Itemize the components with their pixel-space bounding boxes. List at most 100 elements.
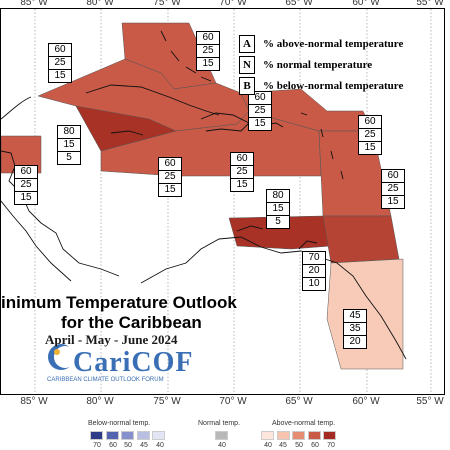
above-prob: 60 bbox=[231, 153, 253, 166]
lon-label: 85° W bbox=[20, 0, 48, 8]
lon-label: 60° W bbox=[352, 0, 380, 8]
above-prob: 60 bbox=[159, 158, 181, 171]
probability-key: A % above-normal temperature N % normal … bbox=[239, 33, 403, 96]
above-prob: 80 bbox=[58, 126, 80, 139]
above-normal-swatch bbox=[307, 431, 321, 440]
prob-box-abc-islands: 80 15 5 bbox=[266, 189, 290, 229]
normal-prob: 15 bbox=[58, 139, 80, 152]
above-prob: 60 bbox=[49, 44, 71, 57]
below-prob: 20 bbox=[349, 336, 361, 347]
normal-prob: 25 bbox=[15, 179, 37, 192]
key-row-normal: N % normal temperature bbox=[239, 54, 403, 75]
lon-label: 85° W bbox=[20, 396, 48, 407]
forecast-period: April - May - June 2024 bbox=[45, 332, 178, 347]
below-normal-swatch bbox=[121, 431, 135, 440]
normal-prob: 25 bbox=[231, 166, 253, 179]
prob-box-guianas: 45 35 20 bbox=[343, 309, 367, 349]
longitude-labels-bottom: 85° W 80° W 75° W 70° W 65° W 60° W 55° … bbox=[0, 396, 450, 407]
normal-prob: 25 bbox=[159, 171, 181, 184]
above-normal-swatch bbox=[276, 431, 290, 440]
below-normal-swatch bbox=[136, 431, 150, 440]
below-normal-swatch bbox=[105, 431, 119, 440]
longitude-labels-top: 85° W 80° W 75° W 70° W 65° W 60° W 55° … bbox=[0, 0, 450, 8]
below-prob: 5 bbox=[275, 216, 281, 227]
below-prob: 15 bbox=[202, 58, 214, 69]
caricof-logo: CariCOF CARIBBEAN CLIMATE OUTLOOK FORUM bbox=[47, 347, 194, 384]
below-prob: 15 bbox=[387, 196, 399, 207]
lon-label: 75° W bbox=[153, 0, 181, 8]
lon-label: 75° W bbox=[153, 396, 181, 407]
below-prob: 5 bbox=[66, 152, 72, 163]
logo-tagline: CARIBBEAN CLIMATE OUTLOOK FORUM bbox=[47, 377, 164, 383]
below-prob: 15 bbox=[236, 179, 248, 190]
cb-tick: 45 bbox=[279, 442, 287, 449]
above-prob: 60 bbox=[359, 116, 381, 129]
cb-tick: 50 bbox=[124, 442, 132, 449]
normal-prob: 15 bbox=[267, 203, 289, 216]
lon-label: 65° W bbox=[285, 396, 313, 407]
normal-prob: 25 bbox=[382, 183, 404, 196]
key-letter: A bbox=[239, 34, 255, 53]
prob-box-trinidad: 70 20 10 bbox=[302, 251, 326, 291]
key-row-above: A % above-normal temperature bbox=[239, 33, 403, 54]
above-normal-label: Above-normal temp. bbox=[272, 420, 336, 427]
below-normal-swatch bbox=[90, 431, 103, 440]
normal-swatch bbox=[215, 431, 228, 440]
colorbar-legend: Below-normal temp. Normal temp. Above-no… bbox=[0, 398, 450, 450]
lon-label: 55° W bbox=[416, 0, 444, 8]
above-prob: 60 bbox=[197, 32, 219, 45]
cb-tick: 70 bbox=[327, 442, 335, 449]
key-text: % above-normal temperature bbox=[263, 37, 404, 50]
key-letter: N bbox=[239, 55, 255, 74]
normal-prob: 25 bbox=[359, 129, 381, 142]
cb-tick: 40 bbox=[264, 442, 272, 449]
region-abc-islands bbox=[228, 215, 332, 250]
below-prob: 15 bbox=[254, 118, 266, 129]
map-title-region: for the Caribbean bbox=[61, 313, 202, 332]
below-prob: 15 bbox=[20, 192, 32, 203]
caricof-emblem bbox=[48, 344, 76, 370]
above-normal-swatch bbox=[323, 431, 337, 440]
below-prob: 10 bbox=[308, 278, 320, 289]
lon-label: 80° W bbox=[86, 396, 114, 407]
lon-label: 60° W bbox=[352, 396, 380, 407]
cb-tick: 60 bbox=[311, 442, 319, 449]
above-normal-swatch bbox=[292, 431, 306, 440]
prob-box-cuba-jamaica: 80 15 5 bbox=[57, 125, 81, 165]
below-normal-swatch bbox=[152, 431, 166, 440]
prob-box-turks-caicos: 60 25 15 bbox=[248, 91, 272, 131]
normal-prob: 25 bbox=[197, 45, 219, 58]
cb-tick: 40 bbox=[156, 442, 164, 449]
prob-box-northwest-caribbean: 60 25 15 bbox=[48, 43, 72, 83]
below-prob: 15 bbox=[364, 142, 376, 153]
lon-label: 80° W bbox=[86, 0, 114, 8]
region-belize bbox=[1, 135, 42, 174]
below-normal-label: Below-normal temp. bbox=[88, 420, 151, 427]
logo-wordmark: CariCOF bbox=[73, 347, 194, 378]
lon-label: 55° W bbox=[416, 396, 444, 407]
cb-tick: 45 bbox=[140, 442, 148, 449]
cb-tick: 60 bbox=[109, 442, 117, 449]
key-row-below: B % below-normal temperature bbox=[239, 75, 403, 96]
below-prob: 15 bbox=[164, 184, 176, 195]
map-title: inimum Temperature Outlook bbox=[1, 293, 237, 312]
normal-prob: 25 bbox=[249, 105, 271, 118]
prob-box-leewards-north: 60 25 15 bbox=[358, 115, 382, 155]
normal-label: Normal temp. bbox=[198, 420, 241, 427]
prob-box-bahamas: 60 25 15 bbox=[196, 31, 220, 71]
prob-box-hispaniola: 60 25 15 bbox=[230, 152, 254, 192]
above-prob: 60 bbox=[15, 166, 37, 179]
cb-tick: 50 bbox=[295, 442, 303, 449]
below-prob: 15 bbox=[54, 70, 66, 81]
normal-prob: 25 bbox=[49, 57, 71, 70]
cb-tick: 40 bbox=[218, 442, 226, 449]
normal-prob: 20 bbox=[303, 265, 325, 278]
cb-tick: 70 bbox=[93, 442, 101, 449]
above-prob: 60 bbox=[249, 92, 271, 105]
map-panel: 60 25 15 60 25 15 60 25 15 60 25 15 80 1… bbox=[0, 8, 445, 395]
key-text: % normal temperature bbox=[263, 58, 373, 71]
key-text: % below-normal temperature bbox=[263, 79, 404, 92]
above-normal-swatch bbox=[261, 431, 274, 440]
lon-label: 70° W bbox=[219, 0, 247, 8]
above-prob: 70 bbox=[303, 252, 325, 265]
